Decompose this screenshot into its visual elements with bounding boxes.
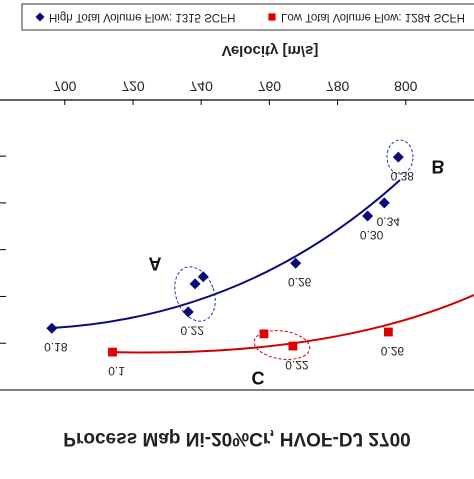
chart-title: Process Map Ni-20%Cr, HVOF-DJ 2700: [63, 428, 410, 449]
data-label: 0.26: [381, 344, 405, 358]
data-point: [259, 329, 269, 339]
data-label: 0.26: [288, 275, 312, 289]
legend-label: High Total Volume Flow: 1315 SCFH: [49, 11, 235, 23]
annotation: C: [252, 367, 265, 387]
legend-marker: [268, 13, 276, 21]
data-point: [189, 278, 201, 290]
trend-line: [107, 294, 474, 354]
data-label: 0.22: [181, 324, 205, 338]
data-point: [197, 271, 209, 283]
trend-line: [51, 179, 401, 329]
x-tick-label: 760: [258, 78, 282, 94]
x-tick-label: 800: [394, 78, 418, 94]
x-tick-label: 700: [53, 78, 77, 94]
data-point: [384, 327, 393, 337]
data-point: [108, 347, 117, 357]
data-point: [378, 197, 390, 209]
cluster-ring: [386, 139, 414, 175]
annotation: A: [149, 253, 162, 273]
x-tick-label: 780: [326, 78, 350, 94]
data-label: 0.30: [360, 228, 384, 242]
cluster-ring: [253, 330, 311, 360]
x-tick-label: 720: [121, 78, 145, 94]
data-label: 0.1: [108, 364, 125, 378]
cluster-ring: [174, 266, 216, 322]
legend-box: [21, 3, 474, 31]
data-point: [290, 257, 302, 269]
annotation: B: [432, 156, 445, 176]
x-axis-title: Velocity [m/s]: [222, 42, 319, 59]
data-label: 0.22: [285, 358, 309, 372]
data-label: 0.34: [377, 215, 401, 229]
data-label: 0.38: [391, 169, 415, 183]
data-point: [392, 151, 404, 163]
legend-label: Low Total Volume Flow: 1284 SCFH: [281, 11, 465, 23]
data-point: [288, 341, 298, 351]
x-tick-label: 740: [190, 78, 214, 94]
legend-marker: [35, 12, 45, 22]
data-point: [46, 322, 58, 334]
data-point: [362, 210, 374, 222]
data-point: [182, 306, 194, 318]
data-label: 0.18: [44, 340, 68, 354]
